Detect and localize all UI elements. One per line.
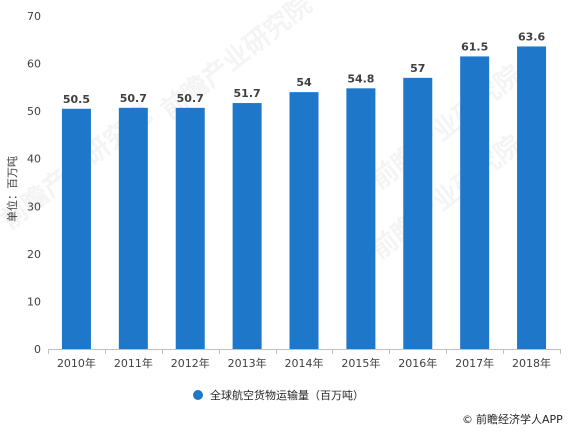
bar[interactable]: [232, 103, 262, 349]
watermark-text: 前瞻产业研究院: [365, 59, 528, 195]
bar[interactable]: [517, 46, 547, 350]
data-label: 50.7: [120, 92, 147, 105]
bar[interactable]: [460, 56, 490, 349]
x-tick-label: 2015年: [341, 356, 380, 370]
footer: © 前瞻经济学人APP: [462, 412, 563, 426]
data-label: 50.5: [63, 93, 90, 106]
y-tick-label: 60: [27, 58, 41, 71]
copyright-icon: ©: [462, 413, 473, 426]
y-tick-label: 50: [27, 105, 41, 118]
watermark-text: 前瞻产业研究院: [365, 129, 528, 265]
x-axis: 2010年 2011年 2012年 2013年 2014年 2015年 2016年 2017年…: [48, 349, 561, 370]
data-label: 63.6: [518, 30, 545, 43]
legend-marker: [193, 390, 203, 400]
x-tick-label: 2012年: [171, 356, 210, 370]
legend[interactable]: 全球航空货物运输量（百万吨）: [193, 388, 364, 402]
bar[interactable]: [61, 108, 91, 349]
x-tick-label: 2013年: [228, 356, 267, 370]
y-tick-label: 70: [27, 10, 41, 23]
data-label: 54: [296, 76, 312, 89]
x-tick-label: 2010年: [57, 356, 96, 370]
data-label: 61.5: [461, 40, 488, 53]
x-tick-label: 2014年: [285, 356, 324, 370]
x-tick-label: 2011年: [114, 356, 153, 370]
y-axis-label: 单位：百万吨: [5, 156, 19, 222]
bar[interactable]: [175, 107, 205, 349]
y-tick-label: 10: [27, 295, 41, 308]
bar[interactable]: [118, 107, 148, 349]
legend-label: 全球航空货物运输量（百万吨）: [210, 388, 364, 402]
bar[interactable]: [346, 88, 376, 350]
y-tick-label: 0: [34, 343, 41, 356]
data-label: 54.8: [347, 72, 374, 85]
data-label: 50.7: [177, 92, 204, 105]
bar[interactable]: [403, 77, 433, 349]
x-tick-label: 2017年: [455, 356, 494, 370]
y-tick-label: 40: [27, 153, 41, 166]
footer-source: 前瞻经济学人APP: [476, 412, 563, 426]
x-tick-label: 2016年: [398, 356, 437, 370]
bar[interactable]: [289, 92, 319, 349]
y-tick-label: 20: [27, 248, 41, 261]
data-label: 57: [410, 62, 425, 75]
x-tick-label: 2018年: [512, 356, 551, 370]
data-label: 51.7: [234, 87, 261, 100]
y-tick-label: 30: [27, 200, 41, 213]
y-axis: 0 10 20 30 40 50 60 70: [27, 10, 41, 356]
data-labels: 50.5 50.7 50.7 51.7 54 54.8 57 61.5 63.6: [63, 30, 546, 105]
bar-series: [61, 46, 547, 350]
